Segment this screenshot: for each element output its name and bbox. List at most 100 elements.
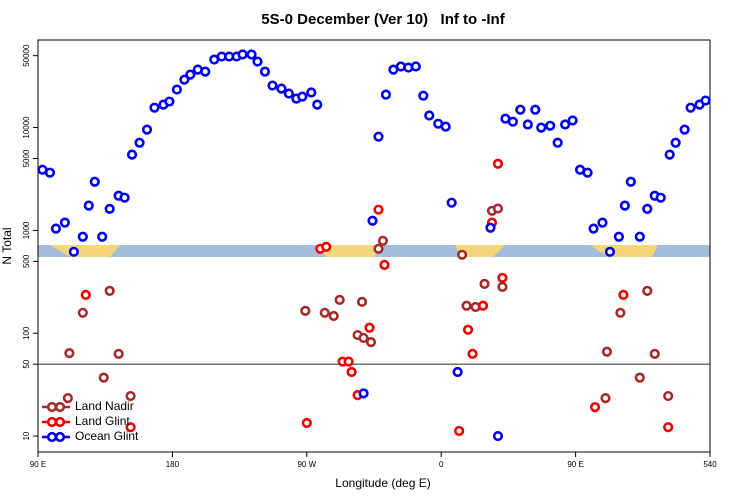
legend-label: Land Glint	[75, 414, 130, 428]
point	[334, 294, 345, 305]
x-tick-label: 90 E	[567, 460, 583, 469]
point	[367, 215, 378, 226]
point	[300, 305, 311, 316]
point	[297, 91, 308, 102]
point	[492, 158, 504, 169]
point	[589, 402, 601, 413]
point	[301, 417, 312, 429]
point	[446, 197, 457, 208]
point	[126, 149, 138, 160]
point	[642, 285, 653, 296]
x-axis-label: Longitude (deg E)	[335, 476, 430, 490]
point	[104, 285, 115, 296]
point	[125, 422, 136, 433]
point	[461, 300, 472, 311]
land-shape	[50, 245, 120, 257]
point	[98, 372, 109, 383]
legend-label: Ocean Glint	[75, 429, 139, 443]
point	[655, 192, 666, 203]
y-tick-label: 10	[22, 431, 31, 440]
point	[59, 217, 70, 228]
point	[171, 84, 182, 95]
point	[604, 246, 616, 257]
legend-marker	[54, 416, 66, 428]
x-tick-label: 540	[703, 460, 717, 469]
point	[452, 366, 463, 378]
y-tick-label: 1000	[22, 221, 31, 239]
plot-frame	[37, 39, 711, 453]
chart-title: 5S-0 December (Ver 10) Inf to -Inf	[261, 11, 505, 28]
point	[125, 390, 136, 402]
land-shape	[455, 245, 505, 257]
point	[373, 243, 384, 254]
land-shape	[320, 245, 382, 257]
point	[259, 66, 271, 77]
point	[545, 120, 556, 131]
legend-marker	[54, 401, 66, 413]
point	[663, 390, 674, 402]
legend-marker	[46, 416, 58, 428]
point	[700, 95, 711, 106]
point	[319, 307, 330, 318]
y-tick-label: 500	[22, 254, 31, 268]
point	[267, 80, 278, 91]
point	[597, 217, 608, 228]
point	[113, 348, 124, 359]
point	[530, 104, 541, 115]
point	[306, 87, 317, 98]
point	[588, 223, 599, 234]
point	[252, 56, 263, 67]
point	[613, 231, 625, 242]
point	[283, 88, 294, 99]
x-tick-label: 180	[166, 460, 180, 469]
point	[365, 336, 377, 348]
point	[119, 192, 130, 203]
point	[663, 422, 674, 433]
y-axis-label: N Total	[0, 227, 14, 264]
legend-label: Land Nadir	[75, 399, 134, 413]
point	[567, 115, 578, 126]
point	[97, 231, 108, 242]
point	[625, 176, 636, 187]
point	[200, 66, 211, 77]
point	[479, 278, 490, 289]
point	[373, 204, 384, 215]
y-tick-label: 50	[22, 359, 31, 368]
x-tick-label: 90 W	[297, 460, 316, 469]
point	[134, 137, 145, 148]
y-tick-label: 50000	[22, 44, 31, 67]
point	[50, 223, 62, 234]
point	[346, 366, 357, 378]
point	[649, 348, 660, 359]
series	[62, 203, 674, 404]
legend-marker	[54, 431, 66, 443]
point	[64, 348, 75, 359]
point	[492, 430, 504, 442]
point	[179, 74, 190, 85]
point	[619, 200, 630, 211]
point	[634, 372, 645, 383]
point	[642, 203, 653, 214]
point	[410, 61, 421, 72]
point	[600, 392, 611, 404]
point	[328, 310, 339, 322]
point	[440, 121, 451, 132]
point	[356, 296, 368, 307]
legend-marker	[46, 431, 58, 443]
y-tick-label: 10000	[22, 116, 31, 139]
point	[80, 289, 91, 300]
series	[37, 49, 711, 442]
y-tick-label: 5000	[22, 149, 31, 167]
point	[83, 200, 94, 211]
point	[68, 246, 79, 257]
point	[462, 324, 474, 335]
point	[185, 69, 196, 80]
point	[582, 167, 593, 178]
series	[80, 158, 674, 437]
point	[377, 235, 389, 246]
point	[276, 83, 287, 94]
point	[373, 131, 384, 142]
point	[380, 89, 392, 100]
point	[515, 104, 526, 115]
